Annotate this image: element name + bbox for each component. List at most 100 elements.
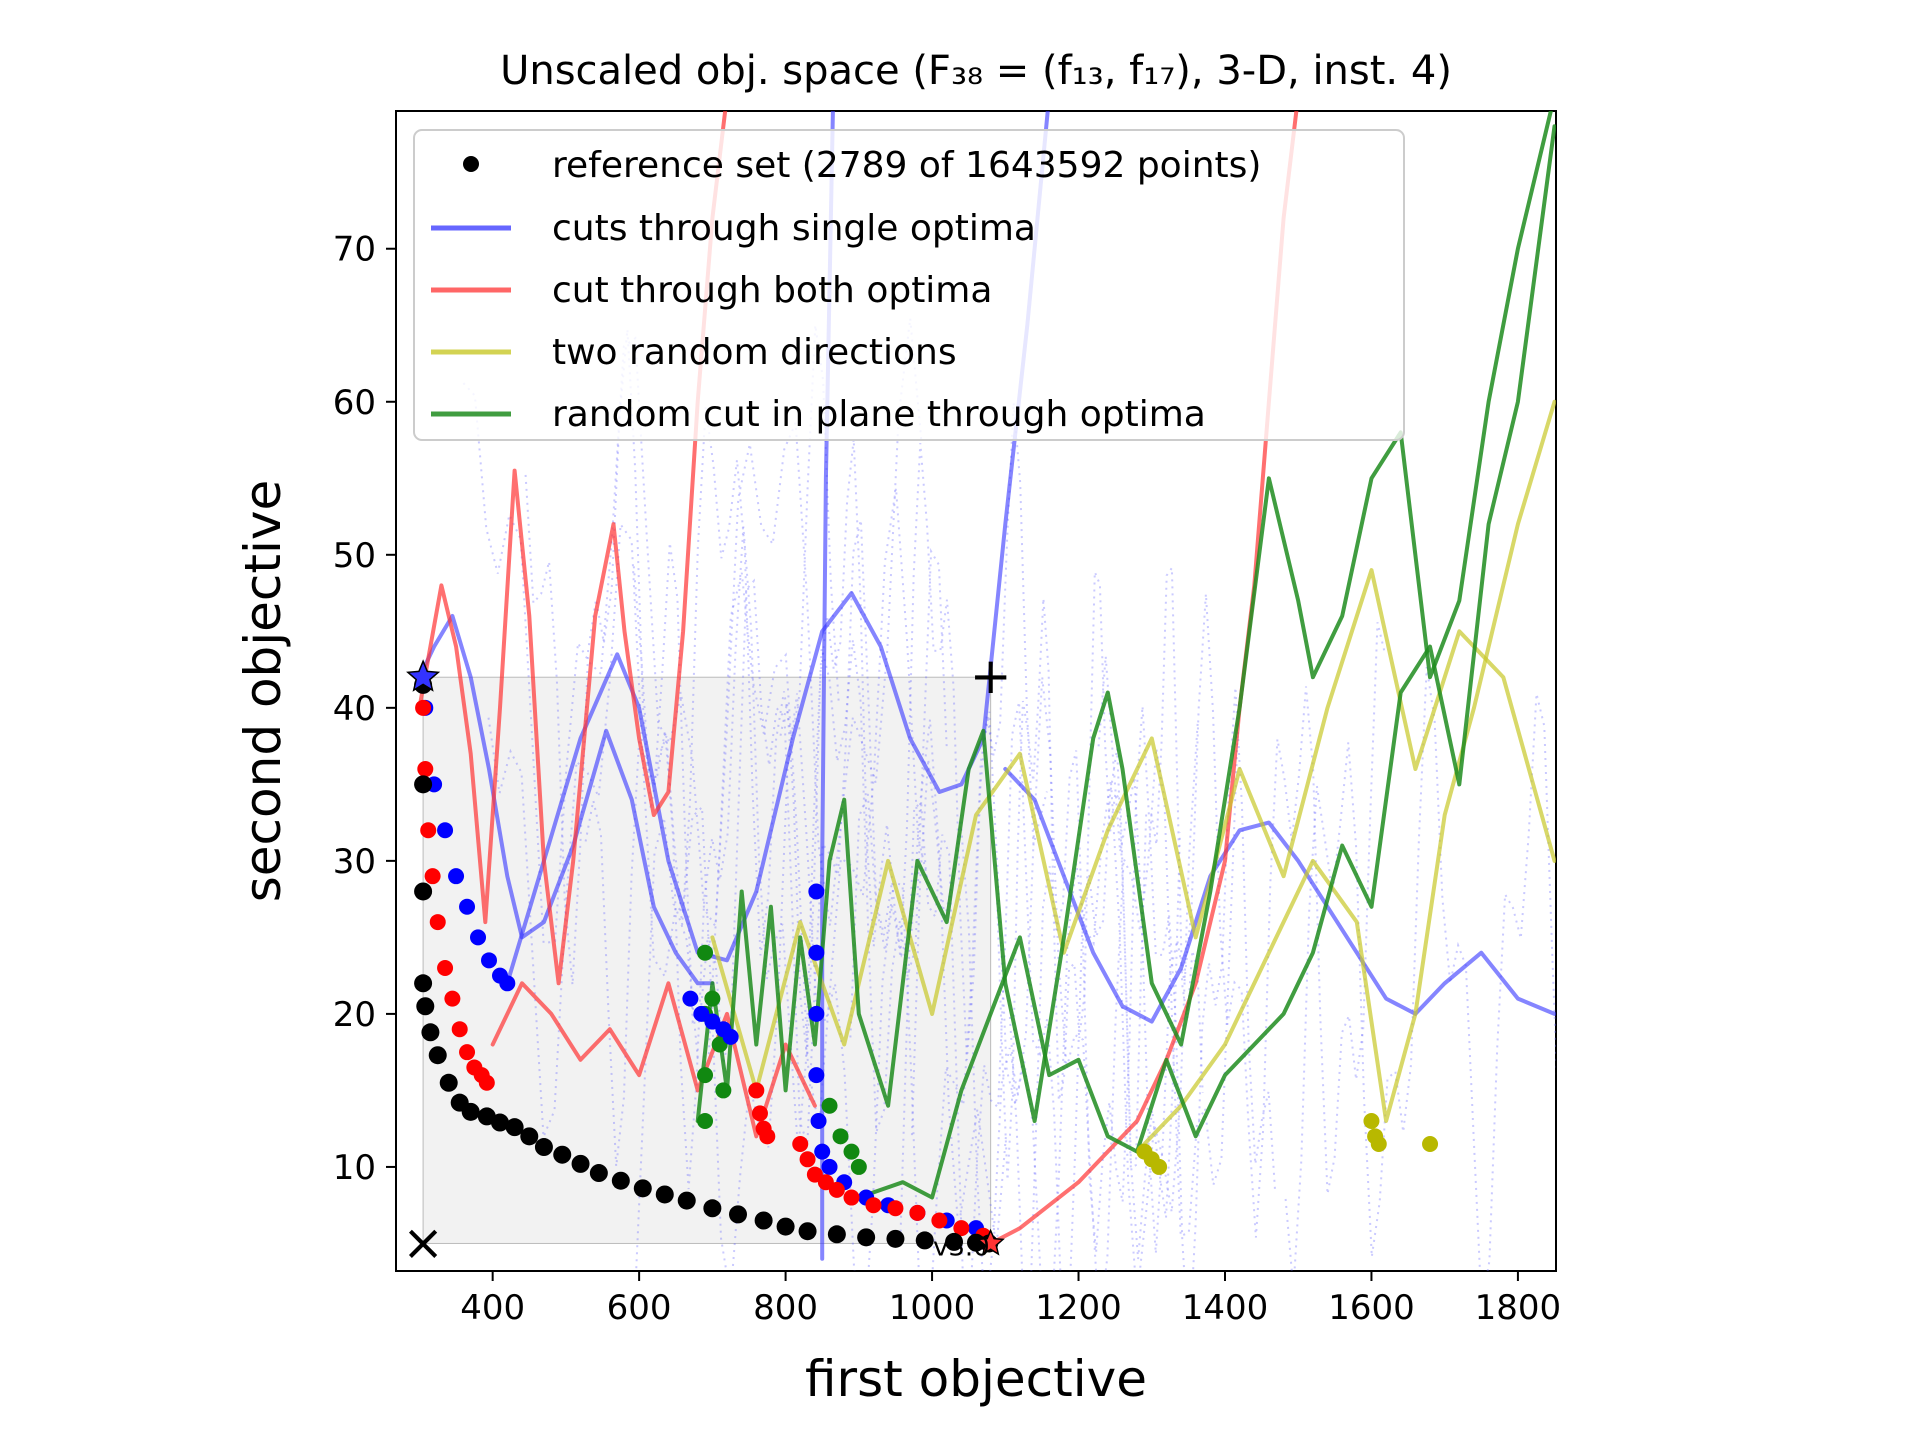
reference-point (553, 1145, 572, 1164)
red-point (424, 868, 441, 885)
red-point (828, 1181, 845, 1198)
red-point (415, 699, 432, 716)
reference-point (414, 974, 433, 993)
legend-label-reference: reference set (2789 of 1643592 points) (552, 145, 1261, 186)
green-point (697, 1113, 714, 1130)
red-point (420, 822, 437, 839)
dotted-trace (462, 318, 923, 945)
x-tick-label: 1800 (1475, 1288, 1562, 1328)
blue-point (448, 868, 465, 885)
red-point (865, 1197, 882, 1214)
red-point (429, 914, 446, 931)
series-line-3 (1003, 767, 1556, 1024)
reference-point (827, 1225, 846, 1244)
reference-point (655, 1185, 674, 1204)
red-point (459, 1044, 476, 1061)
green-point (832, 1128, 849, 1145)
reference-point (520, 1127, 539, 1146)
x-tick-label: 1000 (889, 1288, 976, 1328)
optimum-2-star (976, 1228, 1005, 1256)
x-axis: 400 600 800 1000 1200 1400 1600 1800 (460, 1271, 1561, 1328)
reference-point (534, 1138, 553, 1157)
blue-point (459, 898, 476, 915)
legend: reference set (2789 of 1643592 points) c… (413, 129, 1405, 441)
plot-frame (395, 110, 1557, 1272)
dominated-region (422, 676, 992, 1244)
x-tick-label: 800 (753, 1288, 818, 1328)
reference-point (728, 1205, 747, 1224)
y-tick-label: 50 (333, 536, 376, 576)
reference-point (461, 1102, 480, 1121)
yellow-point (1363, 1113, 1380, 1130)
optimum-1-star (406, 659, 441, 692)
reference-point (414, 882, 433, 901)
green-point (715, 1082, 732, 1099)
legend-marker-reference (463, 156, 479, 172)
series-line-1 (505, 111, 1050, 986)
dotted-trace (487, 487, 930, 1138)
blue-point (437, 822, 454, 839)
reference-point (703, 1199, 722, 1218)
red-point (909, 1204, 926, 1221)
blue-point (808, 1067, 825, 1084)
y-axis: 10 20 30 40 50 60 70 (333, 230, 396, 1188)
dotted-background-lines (462, 318, 1556, 1271)
y-axis-label: second objective (234, 480, 292, 903)
reference-point (589, 1164, 608, 1183)
red-point (792, 1135, 809, 1152)
blue-point (499, 975, 516, 992)
x-axis-label: first objective (805, 1350, 1147, 1408)
blue-point (821, 1158, 838, 1175)
green-point (704, 990, 721, 1007)
red-point (751, 1105, 768, 1122)
legend-label-both: cut through both optima (552, 270, 992, 311)
series-line-4 (417, 111, 728, 986)
x-tick-label: 1400 (1182, 1288, 1269, 1328)
red-point (417, 761, 434, 778)
series-line-9 (695, 111, 1553, 1123)
series-line-0 (417, 614, 715, 986)
dotted-trace (524, 324, 840, 985)
dotted-trace (632, 526, 948, 1190)
reference-point (886, 1229, 905, 1248)
y-tick-label: 10 (333, 1148, 376, 1188)
reference-point (421, 1023, 440, 1042)
y-tick-label: 30 (333, 842, 376, 882)
reference-point (611, 1171, 630, 1190)
legend-label-single: cuts through single optima (552, 208, 1036, 249)
reference-point (505, 1118, 524, 1137)
series-line-7 (710, 568, 1556, 1093)
reference-point (967, 1233, 985, 1252)
x-tick-label: 1200 (1035, 1288, 1122, 1328)
red-point (451, 1021, 468, 1038)
yellow-point (1370, 1135, 1387, 1152)
blue-point (808, 1005, 825, 1022)
blue-point (808, 944, 825, 961)
legend-label-random-cut: random cut in plane through optima (552, 394, 1206, 435)
red-point (953, 1220, 970, 1237)
y-tick-label: 20 (333, 995, 376, 1035)
blue-point (722, 1028, 739, 1045)
reference-point (915, 1231, 934, 1250)
series-line-8 (1135, 399, 1556, 1154)
dots-layer (415, 699, 1439, 1244)
reference-point (677, 1191, 696, 1210)
green-point (843, 1143, 860, 1160)
reference-version-label: v3.0 (933, 1232, 990, 1262)
series-line-10 (856, 124, 1556, 1200)
y-tick-label: 40 (333, 689, 376, 729)
green-point (697, 944, 714, 961)
reference-point (439, 1073, 458, 1092)
legend-box (413, 129, 1405, 441)
red-point (437, 959, 454, 976)
chart-title: Unscaled obj. space (F₃₈ = (f₁₃, f₁₇), 3… (500, 48, 1452, 94)
markers: × + v3.0 (402, 647, 1011, 1271)
reference-point (945, 1232, 964, 1251)
red-point (759, 1128, 776, 1145)
blue-point (470, 929, 487, 946)
reference-point (428, 1046, 447, 1065)
reference-point (776, 1217, 795, 1236)
legend-label-random-dirs: two random directions (552, 332, 957, 373)
y-tick-label: 70 (333, 230, 376, 270)
